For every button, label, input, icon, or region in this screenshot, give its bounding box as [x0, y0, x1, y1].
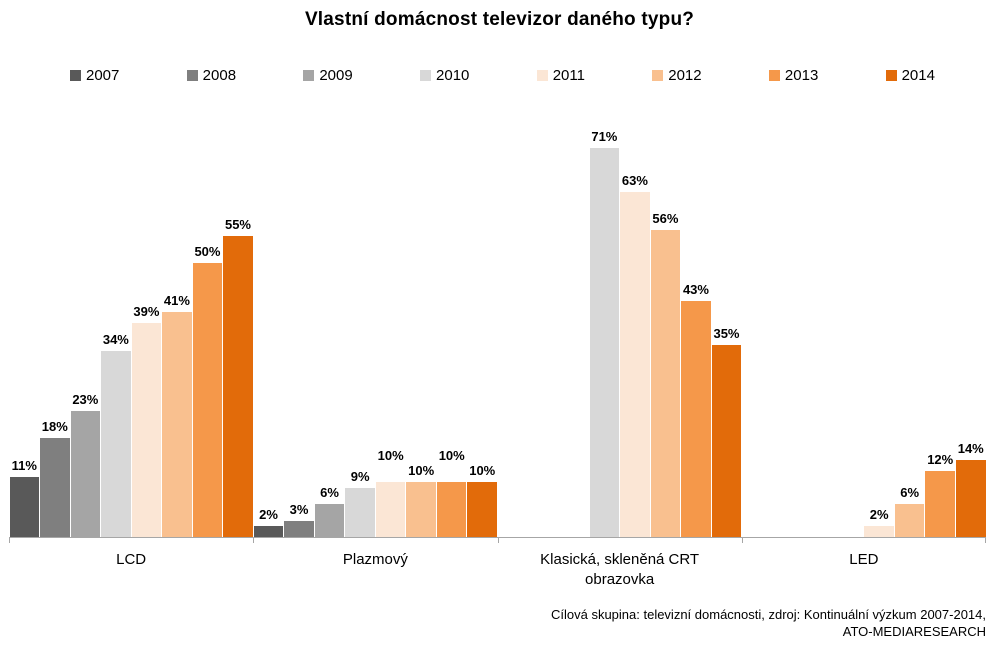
value-label: 3% [289, 502, 309, 517]
bar-2011-plazmový [375, 482, 406, 537]
bar-2013-klasická [681, 301, 711, 537]
bar-2010-plazmový [345, 488, 375, 537]
bar-2010-lcd [101, 351, 131, 537]
bar-2013-led [925, 471, 955, 537]
legend-label: 2008 [202, 67, 237, 84]
legend: 2007 2008 2009 2010 2011 2012 2013 2014 [70, 67, 935, 84]
legend-swatch-icon [768, 70, 780, 81]
legend-item-2010: 2010 [420, 67, 469, 84]
bar-2010-klasická [589, 148, 620, 537]
value-label: 14% [957, 441, 984, 456]
bar-2014-plazmový [467, 482, 497, 537]
legend-swatch-icon [186, 70, 198, 81]
value-label: 41% [163, 293, 190, 308]
axis-tick [742, 537, 743, 543]
chart-title: Vlastní domácnost televizor daného typu? [304, 9, 695, 30]
legend-item-2011: 2011 [536, 67, 585, 84]
value-label: 63% [621, 173, 648, 188]
value-label: 43% [682, 282, 709, 297]
legend-item-2008: 2008 [186, 67, 237, 84]
legend-label: 2010 [436, 67, 470, 84]
legend-swatch-icon [652, 70, 664, 81]
legend-label: 2012 [668, 67, 702, 84]
category-label-1: LCD [116, 551, 147, 568]
source-line-1: Cílová skupina: televizní domácnosti, zd… [550, 607, 986, 622]
legend-label: 2014 [901, 67, 935, 84]
source-line-2: ATO-MEDIARESEARCH [842, 624, 986, 639]
value-label: 55% [224, 217, 251, 232]
bar-2009-plazmový [314, 504, 345, 537]
legend-swatch-icon [70, 70, 81, 81]
legend-item-2007: 2007 [70, 67, 119, 84]
axis-tick [9, 537, 10, 543]
bar-2009-lcd [70, 411, 101, 537]
bar-2014-lcd [223, 236, 253, 537]
legend-item-2013: 2013 [768, 67, 819, 84]
value-label: 10% [438, 448, 465, 463]
value-label: 71% [591, 129, 618, 144]
axis-tick [253, 537, 254, 543]
value-label: 6% [320, 485, 339, 500]
bar-2007-lcd [9, 477, 40, 537]
value-label: 2% [869, 507, 889, 522]
axis-tick [498, 537, 499, 543]
value-label: 12% [927, 452, 954, 467]
value-label: 34% [102, 332, 129, 347]
value-label: 10% [408, 463, 435, 478]
value-label: 6% [900, 485, 920, 500]
value-label: 9% [350, 469, 370, 484]
category-label-4: LED [849, 551, 879, 568]
value-label: 10% [469, 463, 496, 478]
category-label-2: Plazmový [342, 551, 408, 568]
legend-item-2014: 2014 [885, 67, 935, 84]
legend-item-2009: 2009 [303, 67, 353, 84]
legend-swatch-icon [885, 70, 897, 81]
legend-label: 2011 [552, 67, 585, 84]
plot-area: 11% 18% 23% 34% 39% 41% 50% 55% LCD 2% 3% 6% 9% 10% 10… [9, 120, 986, 588]
bar-2008-lcd [40, 438, 70, 537]
source-note: Cílová skupina: televizní domácnosti, zd… [350, 606, 986, 640]
bar-2012-led [894, 504, 925, 537]
bar-2012-plazmový [406, 482, 436, 537]
bar-2011-klasická [620, 192, 650, 537]
value-label: 39% [133, 304, 160, 319]
bar-2012-klasická [650, 230, 681, 537]
bar-2012-lcd [162, 312, 192, 537]
value-label: 56% [652, 211, 679, 226]
bar-2014-klasická [711, 345, 742, 537]
bar-2008-plazmový [284, 521, 314, 537]
bar-2013-lcd [192, 263, 223, 537]
legend-swatch-icon [303, 70, 315, 81]
legend-item-2012: 2012 [652, 67, 702, 84]
bar-2011-led [864, 526, 894, 537]
category-label-3: Klasická, skleněná CRT obrazovka [540, 551, 700, 588]
value-label: 50% [194, 244, 221, 259]
bar-2013-plazmový [436, 482, 467, 537]
axis-tick [985, 537, 986, 543]
value-label: 2% [259, 507, 278, 522]
bar-2007-plazmový [253, 526, 284, 537]
bar-2014-led [955, 460, 986, 537]
legend-swatch-icon [420, 70, 432, 81]
legend-label: 2007 [86, 67, 120, 84]
value-label: 18% [41, 419, 68, 434]
value-label: 10% [377, 448, 404, 463]
value-label: 11% [11, 458, 37, 473]
bar-2011-lcd [131, 323, 162, 537]
legend-swatch-icon [536, 70, 548, 81]
value-label: 23% [72, 392, 99, 407]
legend-label: 2009 [319, 67, 353, 84]
value-label: 35% [713, 326, 740, 341]
legend-label: 2013 [784, 67, 819, 84]
